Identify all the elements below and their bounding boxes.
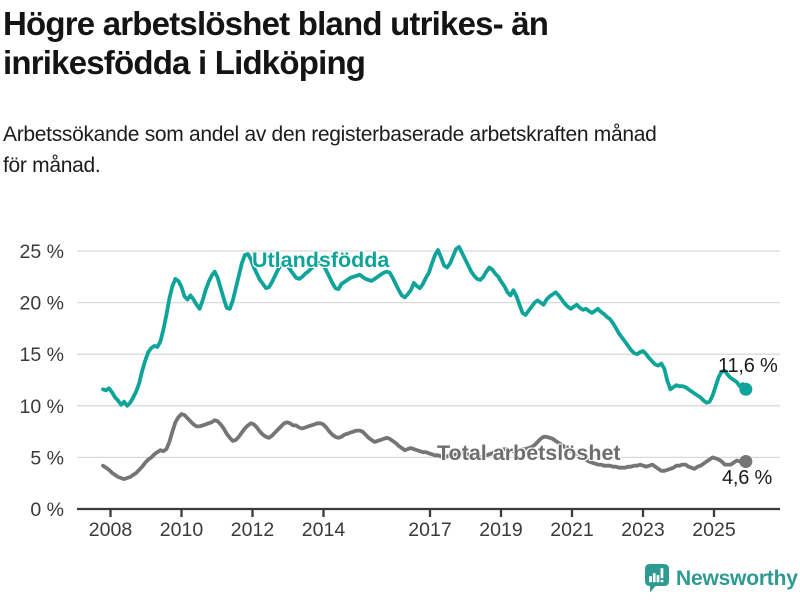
x-axis-tick-label: 2014 — [302, 519, 346, 541]
newsworthy-logo-text: Newsworthy — [676, 566, 798, 590]
series-line-total — [101, 412, 748, 482]
series-end-dot — [739, 455, 753, 469]
x-axis-tick-label: 2025 — [692, 519, 736, 541]
x-axis-tick-label: 2019 — [479, 519, 522, 541]
end-value-utlandsfodda: 11,6 % — [718, 355, 778, 377]
series-line-utlandsfodda — [101, 244, 748, 408]
x-axis-tick-label: 2010 — [160, 519, 204, 541]
series-end-dot — [739, 382, 753, 396]
newsworthy-logo: Newsworthy — [645, 564, 798, 593]
x-axis-tick-label: 2017 — [408, 519, 451, 541]
chart-subtitle: Arbetssökande som andel av den registerb… — [3, 119, 783, 181]
y-axis-tick-label: 15 % — [20, 344, 64, 366]
y-axis-tick-label: 25 % — [20, 241, 64, 263]
series-label-total-arbetsloshet: Total arbetslöshet — [437, 441, 621, 465]
x-axis-tick-label: 2023 — [621, 519, 664, 541]
end-value-total-arbetsloshet: 4,6 % — [722, 467, 773, 489]
y-axis-tick-label: 10 % — [20, 396, 64, 418]
subtitle-line-2: för månad. — [3, 154, 101, 177]
x-axis-tick-label: 2012 — [231, 519, 274, 541]
x-axis-tick-label: 2021 — [550, 519, 593, 541]
series-label-utlandsfodda: Utlandsfödda — [252, 248, 390, 272]
y-axis-tick-label: 0 % — [30, 499, 64, 521]
subtitle-line-1: Arbetssökande som andel av den registerb… — [3, 123, 657, 146]
y-axis-tick-label: 5 % — [30, 447, 64, 469]
y-axis-tick-label: 20 % — [20, 293, 64, 315]
title-line-2: inrikesfödda i Lidköping — [3, 44, 366, 81]
newsworthy-speech-bubble-bar-chart-icon — [645, 564, 669, 593]
title-line-1: Högre arbetslöshet bland utrikes- än — [3, 5, 549, 42]
x-axis-tick-label: 2008 — [89, 519, 132, 541]
page-title: Högre arbetslöshet bland utrikes- än inr… — [3, 4, 693, 82]
